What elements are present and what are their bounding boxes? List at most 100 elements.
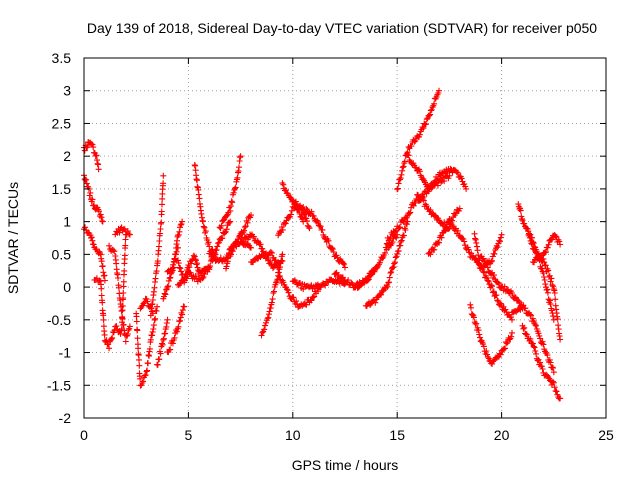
data-marks — [81, 87, 564, 402]
data-point — [384, 283, 391, 290]
data-point — [120, 321, 127, 328]
data-point — [412, 200, 419, 206]
data-point — [484, 264, 491, 271]
data-point — [98, 285, 105, 292]
data-point — [550, 369, 557, 376]
data-point — [479, 266, 486, 273]
data-point — [545, 267, 552, 274]
data-point — [493, 292, 500, 298]
data-point — [395, 247, 402, 254]
data-point — [541, 277, 548, 283]
data-point — [160, 180, 167, 187]
series-arc31 — [362, 218, 411, 309]
data-point — [101, 331, 108, 338]
data-point — [157, 350, 164, 357]
data-point — [521, 220, 528, 227]
data-point — [196, 195, 203, 202]
data-point — [121, 252, 128, 259]
data-point — [369, 270, 376, 277]
data-point — [283, 286, 290, 293]
data-point — [140, 300, 147, 307]
data-point — [543, 248, 549, 255]
data-point — [495, 280, 502, 287]
data-point — [532, 321, 539, 328]
data-point — [164, 284, 171, 290]
data-point — [126, 231, 133, 238]
data-point — [223, 263, 230, 270]
data-point — [518, 215, 525, 222]
data-point — [223, 212, 230, 219]
data-point — [163, 320, 170, 326]
data-point — [179, 311, 186, 318]
data-point — [248, 212, 254, 219]
data-point — [149, 328, 156, 335]
data-point — [533, 350, 540, 357]
data-point — [393, 234, 400, 241]
y-axis-label: SDTVAR / TECUs — [5, 182, 21, 294]
data-point — [553, 388, 560, 395]
y-tick-label: 1 — [63, 214, 71, 230]
data-point — [145, 360, 151, 367]
series-arc16 — [191, 162, 219, 258]
data-point — [544, 244, 551, 251]
data-point — [175, 260, 182, 267]
data-point — [550, 379, 557, 386]
data-point — [124, 331, 131, 338]
data-point — [310, 213, 317, 220]
data-point — [547, 377, 553, 384]
data-point — [431, 246, 438, 253]
data-point — [229, 245, 236, 252]
series-arc19 — [216, 153, 244, 232]
data-point — [177, 314, 184, 321]
data-point — [190, 252, 197, 259]
data-point — [285, 289, 292, 296]
data-point — [261, 326, 268, 333]
data-point — [150, 288, 157, 295]
data-point — [380, 288, 386, 295]
data-point — [521, 324, 528, 331]
data-point — [367, 302, 374, 308]
series-arc4 — [91, 231, 129, 352]
series-arc42 — [519, 322, 564, 402]
data-point — [272, 257, 279, 263]
data-point — [378, 291, 385, 298]
data-point — [157, 226, 164, 232]
data-point — [177, 222, 184, 228]
data-point — [90, 144, 97, 151]
data-point — [454, 227, 461, 234]
data-point — [484, 277, 491, 284]
data-point — [550, 316, 557, 323]
data-point — [270, 265, 276, 272]
data-point — [489, 257, 495, 264]
data-point — [303, 205, 310, 212]
data-point — [332, 270, 339, 277]
x-tick-labels: 0 5 10 15 20 25 — [80, 427, 614, 443]
data-point — [192, 257, 199, 264]
data-point — [416, 131, 423, 138]
data-point — [531, 259, 537, 266]
data-point — [224, 258, 231, 265]
data-point — [523, 331, 530, 338]
data-point — [99, 218, 106, 224]
series-arc40 — [477, 253, 526, 310]
data-point — [394, 186, 401, 193]
y-tick-label: 3.5 — [52, 50, 72, 66]
data-point — [277, 228, 283, 235]
data-point — [176, 280, 183, 287]
data-point — [398, 237, 405, 244]
data-point — [89, 196, 96, 203]
data-point — [535, 255, 542, 262]
x-tick-label: 25 — [598, 427, 614, 443]
data-point — [136, 362, 143, 369]
data-point — [167, 346, 174, 353]
data-point — [407, 209, 414, 216]
data-point — [96, 208, 102, 215]
data-point — [546, 356, 553, 363]
data-point — [315, 288, 321, 295]
y-tick-label: 3 — [63, 83, 71, 99]
data-point — [265, 311, 272, 318]
series-arc9 — [147, 172, 167, 319]
data-point — [92, 153, 99, 159]
data-point — [481, 269, 488, 276]
data-point — [509, 290, 515, 296]
